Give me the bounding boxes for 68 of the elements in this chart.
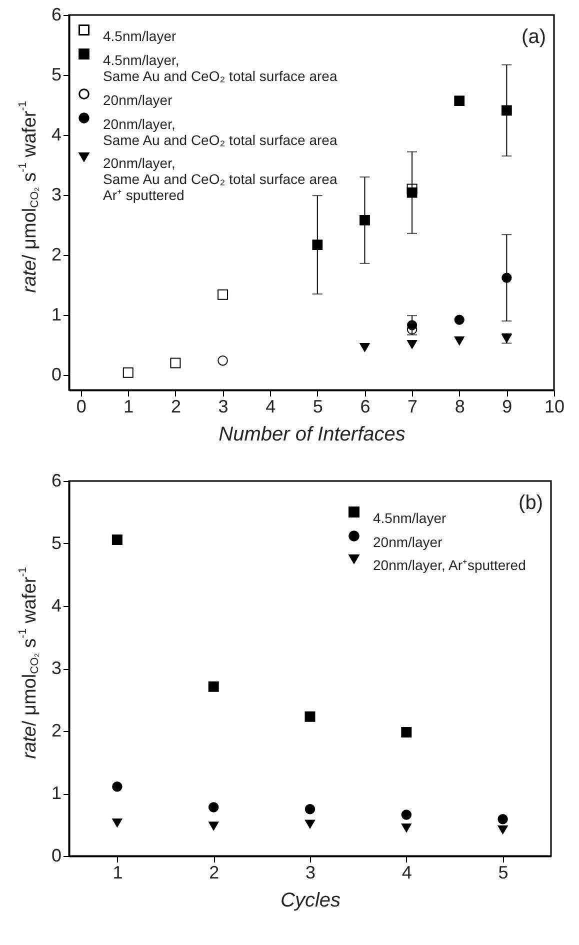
point — [304, 820, 316, 829]
legend-label: 20nm/layer, Same Au and CeO₂ total surface area — [103, 116, 338, 148]
x-tick-label: 6 — [360, 396, 370, 416]
y-tick-label: 6 — [51, 470, 62, 490]
point — [401, 810, 412, 820]
annotation: (b) — [518, 492, 543, 514]
y-tick-label: 0 — [51, 846, 62, 866]
x-axis-title: Number of Interfaces — [218, 424, 406, 446]
legend-label: 4.5nm/layer — [103, 28, 176, 44]
point — [112, 781, 122, 792]
x-tick-label: 1 — [112, 862, 123, 882]
legend-label: 20nm/layer — [103, 92, 173, 108]
point — [498, 814, 508, 824]
y-tick-label: 1 — [51, 783, 62, 803]
x-tick-label: 2 — [209, 862, 220, 882]
y-tick-label: 5 — [51, 533, 62, 553]
x-tick-label: 7 — [408, 396, 418, 416]
x-tick-label: 2 — [170, 396, 181, 416]
point — [401, 823, 412, 832]
point — [208, 681, 219, 692]
x-tick-label: 9 — [502, 396, 512, 416]
x-tick-label: 3 — [218, 396, 228, 416]
point — [122, 367, 134, 378]
point — [304, 711, 316, 722]
annotation: (a) — [522, 26, 546, 48]
x-tick-label: 3 — [305, 862, 316, 882]
x-tick-label: 0 — [76, 396, 86, 416]
point — [454, 336, 464, 346]
x-tick-label: 5 — [312, 396, 323, 416]
y-tick-label: 1 — [51, 304, 62, 324]
point — [407, 340, 418, 349]
point — [498, 825, 508, 834]
y-tick-label: 4 — [51, 596, 62, 616]
x-axis-title: Cycles — [280, 890, 341, 912]
y-tick-label: 4 — [51, 124, 62, 144]
legend-label: 20nm/layer, Same Au and CeO₂ total surface area Ar⁺ sputtered — [103, 155, 338, 203]
point — [112, 818, 122, 828]
point — [170, 358, 181, 368]
point — [218, 289, 228, 300]
point — [360, 215, 370, 226]
point — [401, 727, 412, 738]
point — [501, 105, 512, 116]
x-tick-label: 1 — [124, 396, 134, 416]
point — [208, 822, 219, 830]
y-tick-label: 5 — [51, 64, 62, 84]
point — [454, 314, 464, 325]
point — [112, 534, 122, 545]
point — [360, 342, 370, 352]
y-tick-label: 2 — [51, 244, 62, 264]
legend-label: 4.5nm/layer — [373, 510, 446, 526]
legend-label: 4.5nm/layer, Same Au and CeO₂ total surface area — [103, 52, 338, 84]
x-tick-label: 10 — [544, 396, 565, 416]
y-tick-label: 3 — [51, 184, 62, 204]
point — [304, 804, 316, 814]
y-tick-label: 6 — [51, 4, 62, 24]
legend-label: 20nm/layer, Ar⁺sputtered — [373, 557, 526, 573]
x-tick-label: 8 — [454, 396, 465, 416]
legend-label: 20nm/layer — [373, 534, 443, 550]
x-tick-label: 5 — [498, 862, 508, 882]
x-tick-label: 4 — [402, 862, 412, 882]
y-tick-label: 3 — [51, 658, 62, 678]
x-tick-label: 4 — [266, 396, 276, 416]
point — [454, 96, 465, 106]
y-tick-label: 0 — [51, 364, 62, 384]
y-tick-label: 2 — [51, 720, 62, 740]
point — [312, 240, 323, 250]
point — [218, 355, 228, 366]
point — [208, 802, 219, 812]
